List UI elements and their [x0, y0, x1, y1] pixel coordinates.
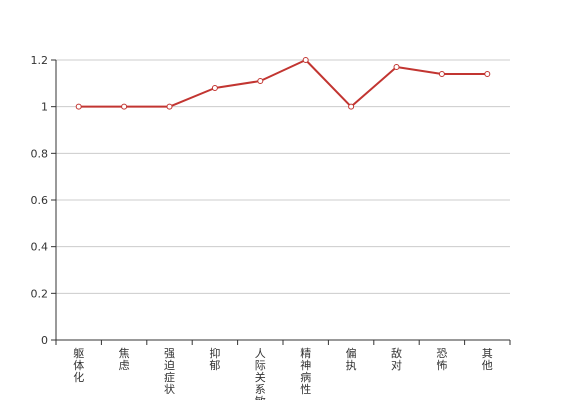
data-point[interactable] [121, 103, 128, 110]
y-axis-ticks: 0 0.2 0.4 0.6 0.8 1 1.2 [31, 54, 56, 347]
y-tick-label: 1.2 [31, 54, 49, 67]
x-axis-ticks: 躯体化 焦虑 强迫症状 抑郁 人际关系敏感 精神病性 偏执 敌对 恐怖 其他 [55, 340, 511, 400]
x-category-label: 躯体化 [73, 347, 84, 384]
data-point[interactable] [166, 103, 173, 110]
x-category-label: 敌对 [391, 346, 402, 372]
y-tick-label: 0.4 [31, 241, 49, 254]
x-category-label: 人际关系敏感 [255, 347, 266, 400]
x-category-label: 抑郁 [209, 346, 220, 372]
data-point[interactable] [484, 71, 491, 77]
data-point[interactable] [211, 85, 218, 91]
data-point[interactable] [393, 64, 400, 70]
y-tick-label: 0.8 [31, 147, 49, 160]
series-line [78, 59, 488, 108]
x-category-label: 精神病性 [300, 347, 311, 396]
y-tick-label: 0 [41, 334, 48, 347]
data-point[interactable] [257, 78, 264, 84]
data-point[interactable] [348, 103, 355, 110]
y-tick-label: 0.6 [31, 194, 49, 207]
data-point[interactable] [438, 71, 445, 77]
data-point[interactable] [75, 103, 82, 110]
y-tick-label: 0.2 [31, 287, 49, 300]
x-category-label: 恐怖 [436, 347, 447, 372]
series-layer [75, 57, 491, 110]
x-category-label: 其他 [482, 347, 493, 372]
data-point[interactable] [302, 57, 309, 63]
grid-lines [56, 59, 510, 294]
y-tick-label: 1 [41, 101, 48, 114]
x-category-label: 焦虑 [119, 347, 130, 372]
x-category-label: 强迫症状 [164, 347, 175, 396]
x-category-label: 偏执 [346, 346, 357, 372]
